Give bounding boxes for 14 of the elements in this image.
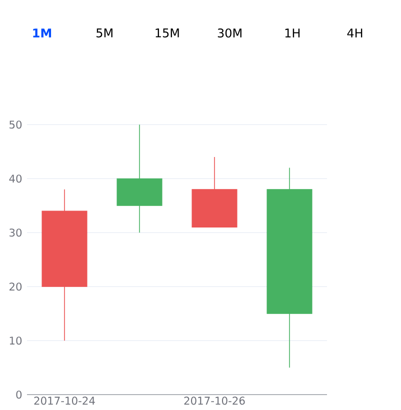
text: 5M <box>96 28 112 38</box>
x-tick-label: 2017-10-24 <box>34 396 95 405</box>
y-tick-label: 40 <box>9 174 22 183</box>
y-tick-label: 30 <box>10 228 22 237</box>
x-tick-label: 2017-10-26 <box>184 396 245 405</box>
y-tick-label: 50 <box>10 120 22 129</box>
text: 15M <box>156 28 179 38</box>
text: 30M <box>218 28 242 38</box>
y-tick-label: 10 <box>10 336 22 345</box>
text: 4H <box>347 28 362 38</box>
y-tick-label: 0 <box>16 390 22 399</box>
text: 1M <box>33 28 52 38</box>
y-tick-label: 20 <box>9 282 22 291</box>
text: 1H <box>285 28 300 38</box>
